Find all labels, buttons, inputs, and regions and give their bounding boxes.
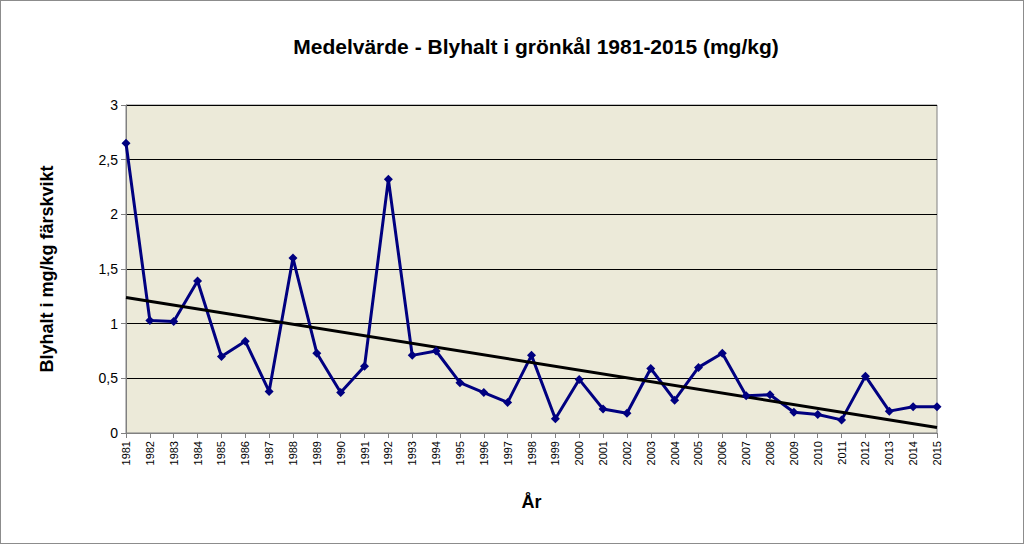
svg-text:2011: 2011 <box>836 441 848 465</box>
svg-text:1983: 1983 <box>168 441 180 465</box>
svg-text:1992: 1992 <box>382 441 394 465</box>
svg-text:2009: 2009 <box>788 441 800 465</box>
svg-text:1991: 1991 <box>359 441 371 465</box>
svg-text:2010: 2010 <box>812 441 824 465</box>
svg-text:1997: 1997 <box>502 441 514 465</box>
svg-text:2000: 2000 <box>573 441 585 465</box>
svg-text:2001: 2001 <box>597 441 609 465</box>
svg-text:2015: 2015 <box>931 441 943 465</box>
svg-text:År: År <box>521 492 541 512</box>
svg-text:2,5: 2,5 <box>99 152 119 168</box>
svg-text:1982: 1982 <box>144 441 156 465</box>
svg-text:1990: 1990 <box>335 441 347 465</box>
svg-text:0: 0 <box>110 425 118 441</box>
svg-text:2008: 2008 <box>764 441 776 465</box>
svg-text:1,5: 1,5 <box>99 261 119 277</box>
svg-text:1984: 1984 <box>192 441 204 465</box>
svg-text:1996: 1996 <box>478 441 490 465</box>
svg-text:2002: 2002 <box>621 441 633 465</box>
svg-text:1987: 1987 <box>263 441 275 465</box>
svg-text:1988: 1988 <box>287 441 299 465</box>
svg-text:1985: 1985 <box>215 441 227 465</box>
svg-text:2014: 2014 <box>907 441 919 465</box>
svg-text:2003: 2003 <box>645 441 657 465</box>
svg-text:2004: 2004 <box>669 441 681 465</box>
svg-text:Medelvärde - Blyhalt i grönkål: Medelvärde - Blyhalt i grönkål 1981-2015… <box>293 35 779 58</box>
svg-text:2005: 2005 <box>692 441 704 465</box>
svg-text:3: 3 <box>110 97 118 113</box>
svg-text:Blyhalt i mg/kg färskvikt: Blyhalt i mg/kg färskvikt <box>37 165 57 372</box>
svg-text:0,5: 0,5 <box>99 370 119 386</box>
svg-text:1981: 1981 <box>120 441 132 465</box>
svg-text:1993: 1993 <box>406 441 418 465</box>
svg-text:1989: 1989 <box>311 441 323 465</box>
svg-text:2013: 2013 <box>883 441 895 465</box>
svg-text:1: 1 <box>110 316 118 332</box>
svg-text:2007: 2007 <box>740 441 752 465</box>
svg-text:2012: 2012 <box>859 441 871 465</box>
svg-text:1986: 1986 <box>239 441 251 465</box>
svg-text:1999: 1999 <box>549 441 561 465</box>
svg-text:2: 2 <box>110 206 118 222</box>
svg-text:1995: 1995 <box>454 441 466 465</box>
svg-text:2006: 2006 <box>716 441 728 465</box>
svg-text:1994: 1994 <box>430 441 442 465</box>
svg-text:1998: 1998 <box>526 441 538 465</box>
